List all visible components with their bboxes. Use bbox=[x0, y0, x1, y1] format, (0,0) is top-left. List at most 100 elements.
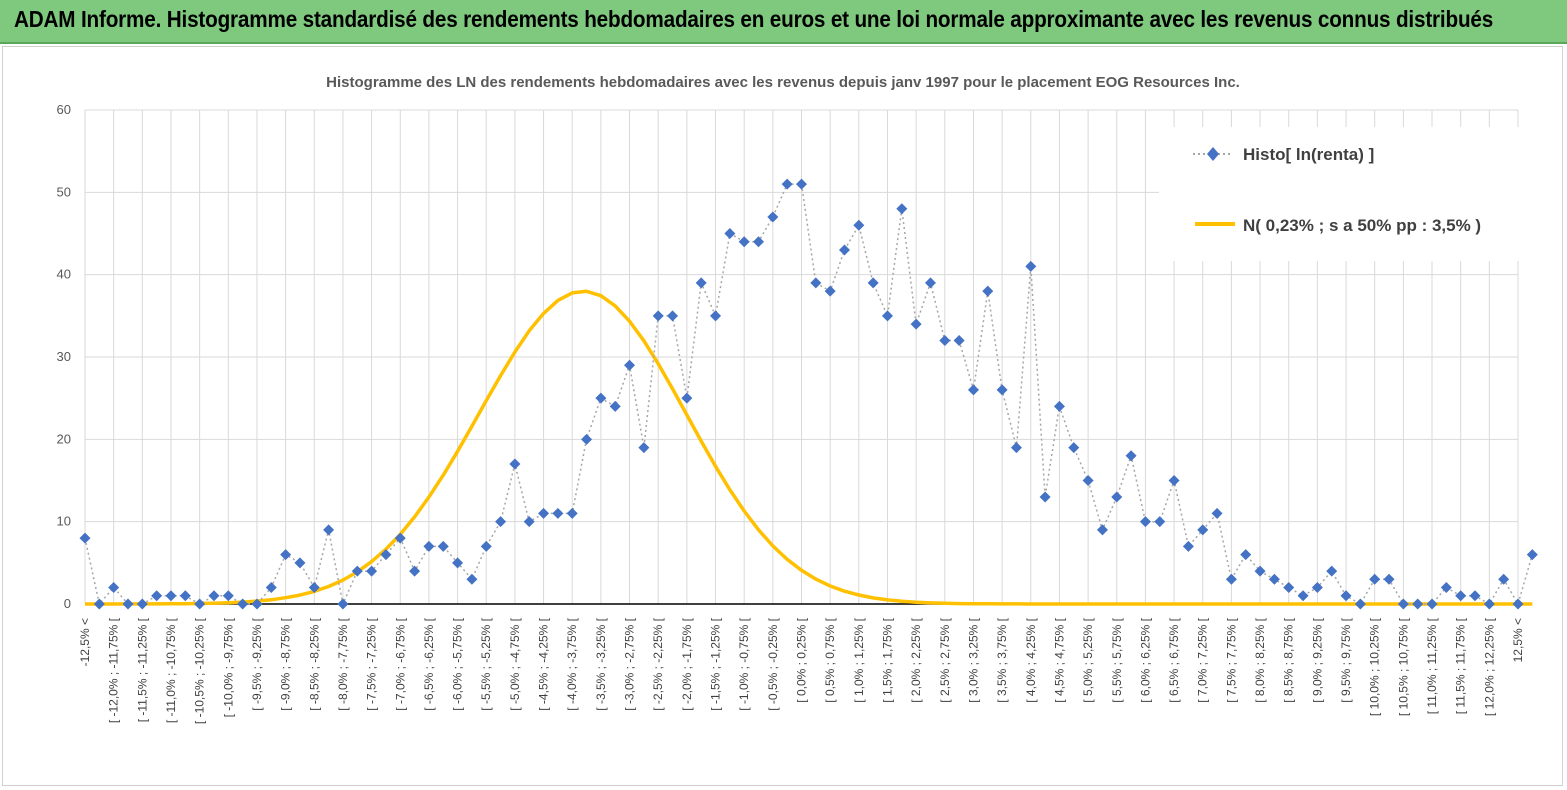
histogram-point bbox=[452, 557, 464, 569]
x-tick-label: [ 7,5% ; 7,75% [ bbox=[1224, 617, 1238, 702]
histogram-point bbox=[237, 598, 249, 610]
histogram-point bbox=[1154, 516, 1166, 528]
histogram-point bbox=[509, 458, 521, 470]
x-tick-label: [ -5,5% ; -5,25% [ bbox=[479, 617, 493, 710]
x-tick-label: [ 11,0% ; 11,25% [ bbox=[1425, 617, 1439, 714]
histogram-point bbox=[1025, 260, 1037, 272]
histogram-point bbox=[581, 433, 593, 445]
histogram-point bbox=[1211, 507, 1223, 519]
histogram-point bbox=[624, 359, 636, 371]
x-tick-label: [ -3,0% ; -2,75% [ bbox=[623, 617, 637, 710]
y-tick-label: 10 bbox=[57, 514, 71, 529]
x-tick-label: [ 2,0% ; 2,25% [ bbox=[909, 617, 923, 702]
histogram-point bbox=[1469, 590, 1481, 602]
y-axis: 0 10 20 30 40 50 60 bbox=[57, 102, 71, 611]
histogram-point bbox=[1369, 573, 1381, 585]
histogram-point bbox=[996, 384, 1008, 396]
histogram-point bbox=[222, 590, 234, 602]
histogram-point bbox=[667, 310, 679, 322]
x-tick-label: [ -7,5% ; -7,25% [ bbox=[365, 617, 379, 710]
x-tick-label: [ 3,0% ; 3,25% [ bbox=[966, 617, 980, 702]
x-tick-label: [ -12,0% ; -11,75% [ bbox=[107, 617, 121, 723]
histogram-point bbox=[1053, 400, 1065, 412]
histogram-point bbox=[366, 565, 378, 577]
histogram-point bbox=[853, 219, 865, 231]
series-histogram bbox=[79, 178, 1538, 610]
histogram-point bbox=[394, 532, 406, 544]
y-tick-label: 20 bbox=[57, 431, 71, 446]
x-tick-label: [ -8,5% ; -8,25% [ bbox=[307, 617, 321, 710]
histogram-point bbox=[1182, 540, 1194, 552]
histogram-point bbox=[136, 598, 148, 610]
x-tick-label: [ -4,5% ; -4,25% [ bbox=[537, 617, 551, 710]
histogram-point bbox=[1311, 582, 1323, 594]
histogram-point bbox=[824, 285, 836, 297]
x-axis: -12,5% < [ -12,0% ; -11,75% [[ -11,5% ; -… bbox=[78, 603, 1525, 724]
histogram-point bbox=[1412, 598, 1424, 610]
histogram-point bbox=[681, 392, 693, 404]
histogram-point bbox=[724, 228, 736, 239]
histogram-point bbox=[151, 590, 163, 602]
x-tick-label: [ -7,0% ; -6,75% [ bbox=[393, 617, 407, 710]
histogram-point bbox=[1225, 573, 1237, 585]
histogram-point bbox=[1498, 573, 1510, 585]
histogram-point bbox=[638, 442, 650, 454]
x-tick-label: [ 1,5% ; 1,75% [ bbox=[880, 617, 894, 702]
histogram-point bbox=[1512, 598, 1524, 610]
histogram-point bbox=[380, 549, 392, 561]
histogram-point bbox=[108, 582, 120, 594]
histogram-point bbox=[1254, 565, 1266, 577]
histogram-point bbox=[308, 582, 320, 594]
x-tick-label: [ 5,5% ; 5,75% [ bbox=[1110, 617, 1124, 702]
y-tick-label: 50 bbox=[57, 184, 71, 199]
x-tick-label: [ 8,0% ; 8,25% [ bbox=[1253, 617, 1267, 702]
y-tick-label: 40 bbox=[57, 267, 71, 282]
histogram-point bbox=[609, 400, 621, 412]
histogram-point bbox=[1354, 598, 1366, 610]
histogram-point bbox=[251, 598, 263, 610]
histogram-point bbox=[538, 507, 550, 519]
histogram-point bbox=[1297, 590, 1309, 602]
histogram-point bbox=[939, 335, 951, 347]
histogram-point bbox=[781, 178, 793, 190]
histogram-point bbox=[1426, 598, 1438, 610]
x-tick-label: [ 8,5% ; 8,75% [ bbox=[1282, 617, 1296, 702]
histogram-point bbox=[1526, 549, 1538, 561]
histogram-point bbox=[280, 549, 292, 561]
histogram-point bbox=[595, 392, 607, 404]
x-tick-label: [ -2,5% ; -2,25% [ bbox=[651, 617, 665, 710]
histogram-point bbox=[194, 598, 206, 610]
x-tick-label: [ 0,0% ; 0,25% [ bbox=[795, 617, 809, 702]
histogram-point bbox=[466, 573, 478, 585]
x-tick-label: [ -1,5% ; -1,25% [ bbox=[709, 617, 723, 710]
x-tick-label: [ 6,5% ; 6,75% [ bbox=[1167, 617, 1181, 702]
histogram-point bbox=[1397, 598, 1409, 610]
histogram-point bbox=[810, 277, 822, 289]
legend-histo-marker bbox=[1207, 147, 1219, 161]
histogram-point bbox=[1268, 573, 1280, 585]
x-tick-label: -12,5% < bbox=[78, 618, 92, 666]
histogram-point bbox=[122, 598, 134, 610]
x-tick-label: [ -9,5% ; -9,25% [ bbox=[250, 617, 264, 710]
x-tick-label: [ 9,0% ; 9,25% [ bbox=[1310, 617, 1324, 702]
histogram-point bbox=[337, 598, 349, 610]
x-tick-label: [ 1,0% ; 1,25% [ bbox=[852, 617, 866, 702]
x-tick-label: [ 4,5% ; 4,75% [ bbox=[1052, 617, 1066, 702]
x-tick-label: [ 12,0% ; 12,25% [ bbox=[1482, 617, 1496, 716]
histogram-point bbox=[294, 557, 306, 569]
header-banner: ADAM Informe. Histogramme standardisé de… bbox=[0, 0, 1567, 44]
histogram-point bbox=[79, 532, 91, 544]
y-tick-label: 0 bbox=[64, 596, 71, 611]
report-title: ADAM Informe. Histogramme standardisé de… bbox=[14, 6, 1494, 32]
histogram-point bbox=[1168, 475, 1180, 486]
histogram-point bbox=[753, 236, 765, 248]
chart-title: Histogramme des LN des rendements hebdom… bbox=[326, 74, 1240, 91]
histogram-point bbox=[1383, 573, 1395, 585]
histogram-point bbox=[165, 590, 177, 602]
x-tick-label: [ -3,5% ; -3,25% [ bbox=[594, 617, 608, 710]
histogram-chart: Histogramme des LN des rendements hebdom… bbox=[57, 74, 1538, 724]
histogram-point bbox=[1283, 582, 1295, 594]
x-tick-label: [ -4,0% ; -3,75% [ bbox=[565, 617, 579, 710]
x-tick-label: [ 10,5% ; 10,75% [ bbox=[1396, 617, 1410, 716]
x-tick-label: [ 6,0% ; 6,25% [ bbox=[1138, 617, 1152, 702]
